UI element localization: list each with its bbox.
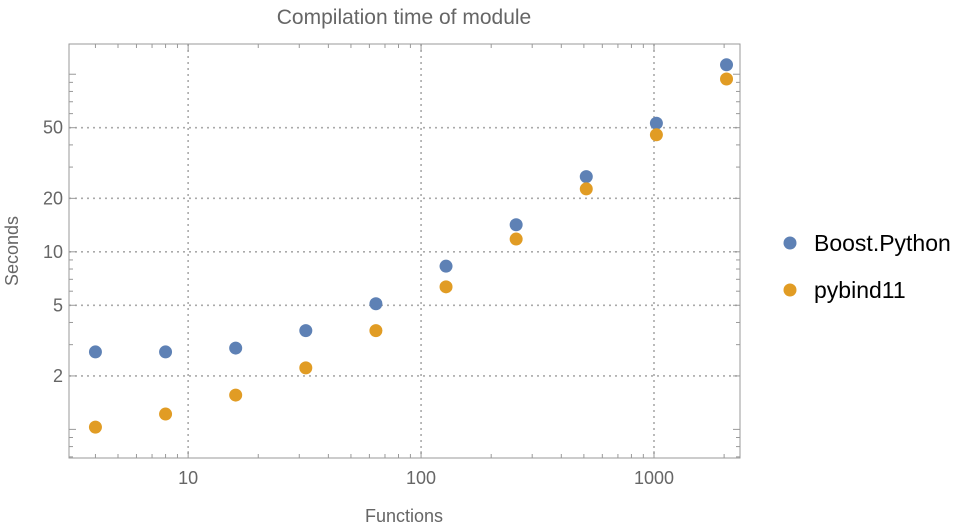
- grid: [69, 44, 740, 458]
- data-point-boost-python: [720, 58, 734, 72]
- data-point-boost-python: [649, 116, 663, 130]
- data-point-boost-python: [439, 259, 453, 273]
- data-point-pybind11: [509, 232, 523, 246]
- y-tick-label: 2: [53, 366, 63, 386]
- data-point-pybind11: [229, 388, 243, 402]
- data-point-pybind11: [579, 182, 593, 196]
- data-point-pybind11: [299, 361, 313, 375]
- data-point-boost-python: [299, 324, 313, 338]
- data-point-pybind11: [88, 420, 102, 434]
- chart-title: Compilation time of module: [277, 6, 531, 29]
- plot-frame: [68, 43, 741, 459]
- legend: Boost.Python pybind11: [783, 230, 951, 303]
- data-point-boost-python: [369, 297, 383, 311]
- data-points: [88, 58, 734, 434]
- y-tick-label: 10: [43, 242, 63, 262]
- legend-label-pybind11: pybind11: [814, 277, 906, 303]
- y-axis-title: Seconds: [2, 216, 22, 286]
- y-tick-label: 5: [53, 295, 63, 315]
- data-point-pybind11: [649, 128, 663, 142]
- legend-marker-boost-python: [783, 236, 797, 250]
- ticks: 10 100 1000 2 5 10 20 50: [43, 44, 740, 488]
- x-tick-label: 100: [406, 468, 436, 488]
- data-point-pybind11: [439, 280, 453, 294]
- legend-marker-pybind11: [783, 283, 797, 297]
- data-point-boost-python: [159, 345, 173, 359]
- x-tick-label: 1000: [634, 468, 674, 488]
- data-point-boost-python: [509, 218, 523, 232]
- x-axis-title: Functions: [365, 506, 443, 525]
- data-point-boost-python: [229, 341, 243, 355]
- data-point-pybind11: [720, 72, 734, 86]
- x-tick-label: 10: [178, 468, 198, 488]
- y-tick-label: 50: [43, 118, 63, 138]
- data-point-pybind11: [369, 324, 383, 338]
- y-tick-label: 20: [43, 188, 63, 208]
- data-point-boost-python: [579, 170, 593, 184]
- data-point-pybind11: [159, 407, 173, 421]
- legend-label-boost-python: Boost.Python: [814, 230, 951, 256]
- data-point-boost-python: [88, 345, 102, 359]
